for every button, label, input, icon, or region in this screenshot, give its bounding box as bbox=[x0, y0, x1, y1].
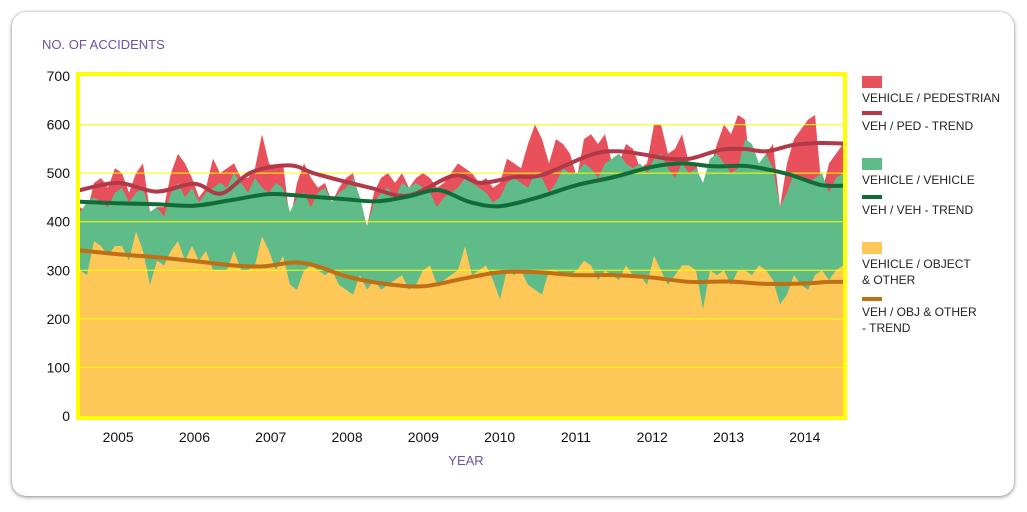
y-tick-label: 200 bbox=[47, 311, 71, 327]
x-tick-label: 2014 bbox=[789, 429, 820, 445]
y-tick-label: 500 bbox=[47, 165, 71, 181]
y-tick-label: 400 bbox=[47, 214, 71, 230]
trend-vehicle-vehicle bbox=[78, 161, 845, 209]
x-axis-title: YEAR bbox=[448, 453, 483, 468]
legend-swatch-ped bbox=[862, 76, 882, 88]
x-tick-label: 2006 bbox=[179, 429, 210, 445]
legend-swatch-veh bbox=[862, 158, 882, 170]
legend: VEHICLE / PEDESTRIAN VEH / PED - TREND VEH… bbox=[862, 76, 1000, 335]
x-tick-label: 2008 bbox=[331, 429, 362, 445]
y-tick-label: 700 bbox=[47, 68, 71, 84]
area-series bbox=[80, 114, 843, 417]
trend-vehicle-pedestrian bbox=[78, 140, 845, 198]
x-tick-label: 2013 bbox=[713, 429, 744, 445]
y-tick-label: 300 bbox=[47, 262, 71, 278]
y-axis-title: NO. OF ACCIDENTS bbox=[42, 37, 165, 52]
trend-vehicle-object bbox=[78, 248, 845, 289]
legend-label-obj: & OTHER bbox=[862, 273, 916, 287]
x-tick-label: 2007 bbox=[255, 429, 286, 445]
legend-label-obj: VEHICLE / OBJECT bbox=[862, 257, 971, 271]
legend-label-obj_trend: - TREND bbox=[862, 321, 911, 335]
legend-swatch-obj bbox=[862, 242, 882, 254]
x-tick-label: 2005 bbox=[103, 429, 134, 445]
y-axis-ticks: 0 100 200 300 400 500 600 700 bbox=[47, 68, 71, 424]
y-tick-label: 0 bbox=[62, 408, 70, 424]
x-tick-label: 2012 bbox=[637, 429, 668, 445]
legend-label-veh_trend: VEH / VEH - TREND bbox=[862, 203, 973, 217]
legend-label-veh: VEHICLE / VEHICLE bbox=[862, 173, 975, 187]
legend-label-ped: VEHICLE / PEDESTRIAN bbox=[862, 91, 1000, 105]
legend-label-obj_trend: VEH / OBJ & OTHER bbox=[862, 305, 977, 319]
gridlines bbox=[80, 124, 843, 368]
trend-lines bbox=[78, 140, 845, 289]
x-tick-label: 2009 bbox=[408, 429, 439, 445]
y-tick-label: 600 bbox=[47, 117, 71, 133]
legend-label-ped_trend: VEH / PED - TREND bbox=[862, 119, 973, 133]
plot-frame bbox=[76, 72, 847, 420]
x-axis-ticks: 2005 2006 2007 2008 2009 2010 2011 2012 2013 2014 bbox=[103, 429, 821, 445]
y-tick-label: 100 bbox=[47, 359, 71, 375]
x-tick-label: 2010 bbox=[484, 429, 515, 445]
x-tick-label: 2011 bbox=[561, 429, 591, 445]
